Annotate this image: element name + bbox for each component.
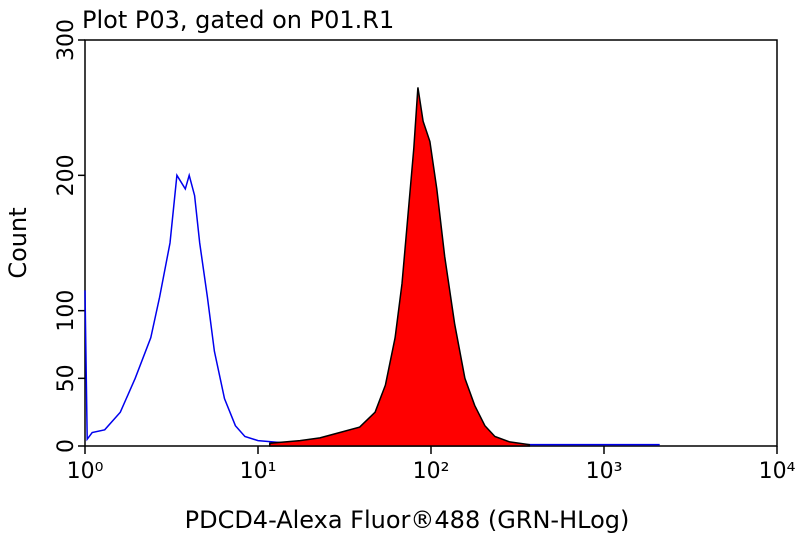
chart-title: Plot P03, gated on P01.R1 <box>82 6 394 34</box>
histogram-line <box>84 172 660 446</box>
y-tick-label: 200 <box>54 154 79 196</box>
y-tick-label: 300 <box>54 19 79 61</box>
x-tick-label: 10¹ <box>240 459 277 484</box>
x-tick-label: 10² <box>413 459 450 484</box>
y-tick-label: 0 <box>54 439 79 453</box>
x-axis-label: PDCD4-Alexa Fluor®488 (GRN-HLog) <box>185 506 630 534</box>
y-tick-label: 100 <box>54 290 79 332</box>
x-tick-label: 10⁴ <box>759 459 796 484</box>
x-tick-label: 10⁰ <box>67 459 104 484</box>
y-tick-label: 50 <box>54 364 79 392</box>
y-axis-label: Count <box>4 207 32 278</box>
histogram-area <box>269 87 531 447</box>
x-tick-label: 10³ <box>586 459 623 484</box>
